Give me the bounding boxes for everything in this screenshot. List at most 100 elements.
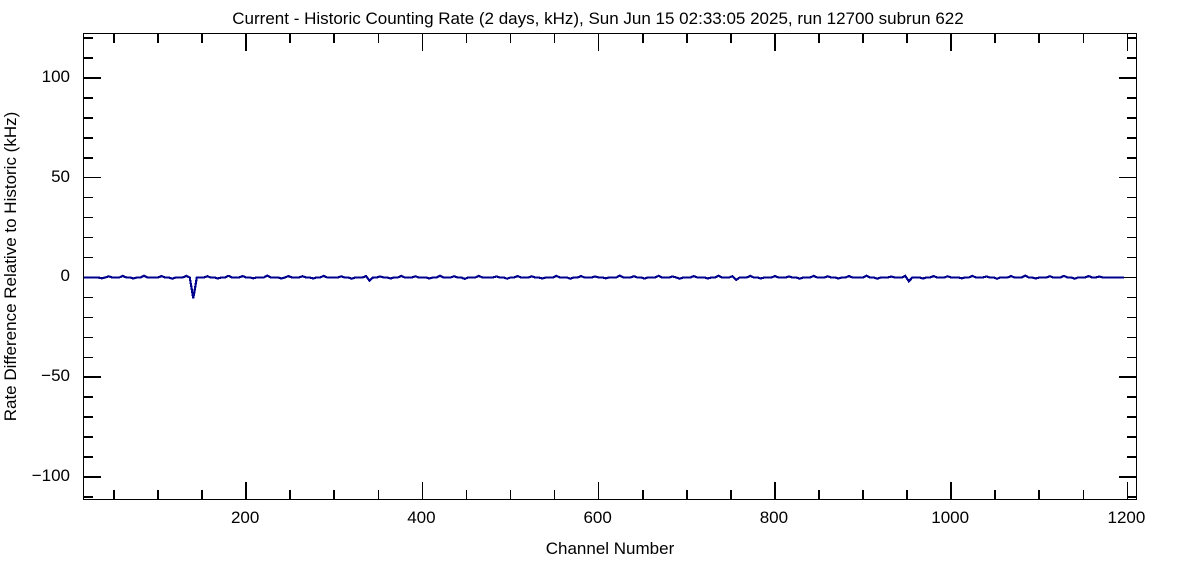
y-axis-minor-tick bbox=[84, 216, 93, 219]
x-axis-minor-tick-top bbox=[641, 34, 644, 43]
x-axis-major-tick bbox=[245, 482, 247, 499]
x-axis-minor-tick-top bbox=[862, 34, 864, 43]
x-axis-minor-tick-top bbox=[1082, 34, 1085, 43]
x-axis-major-tick-top bbox=[774, 34, 776, 51]
x-axis-title: Channel Number bbox=[545, 539, 675, 558]
y-axis-minor-tick-right bbox=[1127, 57, 1136, 59]
x-axis-tick-label: 400 bbox=[407, 508, 436, 527]
x-axis-major-tick bbox=[1126, 482, 1129, 499]
y-axis-minor-tick-right bbox=[1127, 97, 1136, 99]
x-axis-tick-label: 600 bbox=[583, 508, 612, 527]
x-axis-major-tick-top bbox=[421, 34, 424, 51]
y-axis-tick-label: −100 bbox=[31, 466, 70, 486]
x-axis-minor-tick bbox=[685, 490, 688, 499]
x-axis-minor-tick bbox=[289, 490, 291, 499]
x-axis-minor-tick-top bbox=[201, 34, 203, 43]
x-axis-tick-label: 1000 bbox=[931, 508, 970, 527]
y-axis-major-tick-right bbox=[1119, 176, 1136, 179]
x-axis-minor-tick bbox=[730, 490, 732, 499]
x-axis-major-tick bbox=[597, 482, 600, 499]
x-axis-major-tick bbox=[950, 482, 952, 499]
y-axis-minor-tick bbox=[84, 256, 93, 259]
x-axis-minor-tick bbox=[1038, 490, 1041, 499]
y-axis-minor-tick-right bbox=[1127, 256, 1136, 259]
y-axis-minor-tick-right bbox=[1127, 396, 1136, 399]
y-axis-minor-tick bbox=[84, 156, 93, 159]
y-axis-major-tick-right bbox=[1119, 276, 1136, 279]
y-axis-minor-tick-right bbox=[1127, 117, 1136, 119]
x-axis-minor-tick bbox=[1082, 490, 1085, 499]
y-axis-minor-tick bbox=[84, 496, 93, 498]
y-axis-minor-tick bbox=[84, 236, 93, 239]
x-axis-minor-tick-top bbox=[509, 34, 512, 43]
y-axis-minor-tick-right bbox=[1127, 156, 1136, 159]
x-axis-minor-tick bbox=[818, 490, 820, 499]
x-axis-minor-tick bbox=[465, 490, 468, 499]
x-axis-minor-tick bbox=[862, 490, 864, 499]
x-axis-major-tick-top bbox=[245, 34, 247, 51]
y-axis-minor-tick-right bbox=[1127, 496, 1136, 498]
x-axis-minor-tick bbox=[994, 490, 997, 499]
x-axis-minor-tick-top bbox=[553, 34, 556, 43]
y-axis-minor-tick-right bbox=[1127, 356, 1136, 359]
y-axis-minor-tick-right bbox=[1127, 216, 1136, 219]
x-axis-minor-tick-top bbox=[730, 34, 732, 43]
y-axis-minor-tick-right bbox=[1127, 236, 1136, 239]
y-axis-major-tick bbox=[84, 476, 101, 478]
y-axis-minor-tick bbox=[84, 456, 93, 458]
x-axis-major-tick-top bbox=[597, 34, 600, 51]
x-axis-minor-tick-top bbox=[465, 34, 468, 43]
y-axis-minor-tick-right bbox=[1127, 196, 1136, 199]
y-axis-minor-tick bbox=[84, 136, 93, 139]
x-axis-minor-tick-top bbox=[157, 34, 159, 43]
y-axis-minor-tick bbox=[84, 117, 93, 119]
x-axis-minor-tick bbox=[201, 490, 203, 499]
x-axis-minor-tick-top bbox=[289, 34, 291, 43]
x-axis-minor-tick-top bbox=[685, 34, 688, 43]
y-axis-major-tick-right bbox=[1119, 77, 1136, 79]
y-axis-minor-tick-right bbox=[1127, 37, 1136, 39]
y-axis-major-tick bbox=[84, 276, 101, 279]
y-axis-tick-label: 50 bbox=[51, 166, 70, 186]
x-axis-minor-tick bbox=[113, 490, 115, 499]
x-axis-minor-tick bbox=[157, 490, 159, 499]
y-axis-minor-tick bbox=[84, 396, 93, 399]
y-axis-major-tick bbox=[84, 176, 101, 179]
y-axis-minor-tick-right bbox=[1127, 316, 1136, 319]
y-axis-minor-tick bbox=[84, 356, 93, 359]
x-axis-major-tick bbox=[421, 482, 424, 499]
x-axis-tick-label: 200 bbox=[230, 508, 260, 527]
plot-frame bbox=[83, 33, 1137, 500]
x-axis-minor-tick bbox=[377, 490, 380, 499]
y-axis-minor-tick bbox=[84, 416, 93, 418]
y-axis-minor-tick bbox=[84, 97, 93, 99]
data-series-layer bbox=[84, 34, 1136, 499]
x-axis-minor-tick bbox=[333, 490, 336, 499]
x-axis-major-tick-top bbox=[950, 34, 952, 51]
y-axis-title: Rate Difference Relative to Historic (kH… bbox=[1, 111, 20, 422]
x-axis-minor-tick-top bbox=[377, 34, 380, 43]
y-axis-minor-tick-right bbox=[1127, 436, 1136, 438]
y-axis-major-tick-right bbox=[1119, 476, 1136, 478]
y-axis-minor-tick bbox=[84, 316, 93, 319]
x-axis-minor-tick bbox=[641, 490, 644, 499]
x-axis-minor-tick-top bbox=[113, 34, 115, 43]
y-axis-minor-tick bbox=[84, 57, 93, 59]
rate-difference-trace bbox=[84, 274, 1124, 299]
x-axis-minor-tick-top bbox=[994, 34, 997, 43]
x-axis-minor-tick bbox=[553, 490, 556, 499]
y-axis-tick-label: −50 bbox=[41, 366, 70, 386]
y-axis-minor-tick bbox=[84, 336, 93, 339]
page-title: Current - Historic Counting Rate (2 days… bbox=[232, 9, 964, 28]
x-axis-tick-label: 800 bbox=[759, 508, 789, 527]
y-axis-major-tick bbox=[84, 376, 101, 379]
y-axis-major-tick-right bbox=[1119, 376, 1136, 379]
x-axis-minor-tick bbox=[906, 490, 908, 499]
y-axis-minor-tick bbox=[84, 37, 93, 39]
x-axis-minor-tick-top bbox=[1038, 34, 1041, 43]
x-axis-major-tick bbox=[774, 482, 776, 499]
y-axis-tick-label: 100 bbox=[41, 66, 70, 86]
y-axis-minor-tick bbox=[84, 436, 93, 438]
y-axis-major-tick bbox=[84, 77, 101, 79]
